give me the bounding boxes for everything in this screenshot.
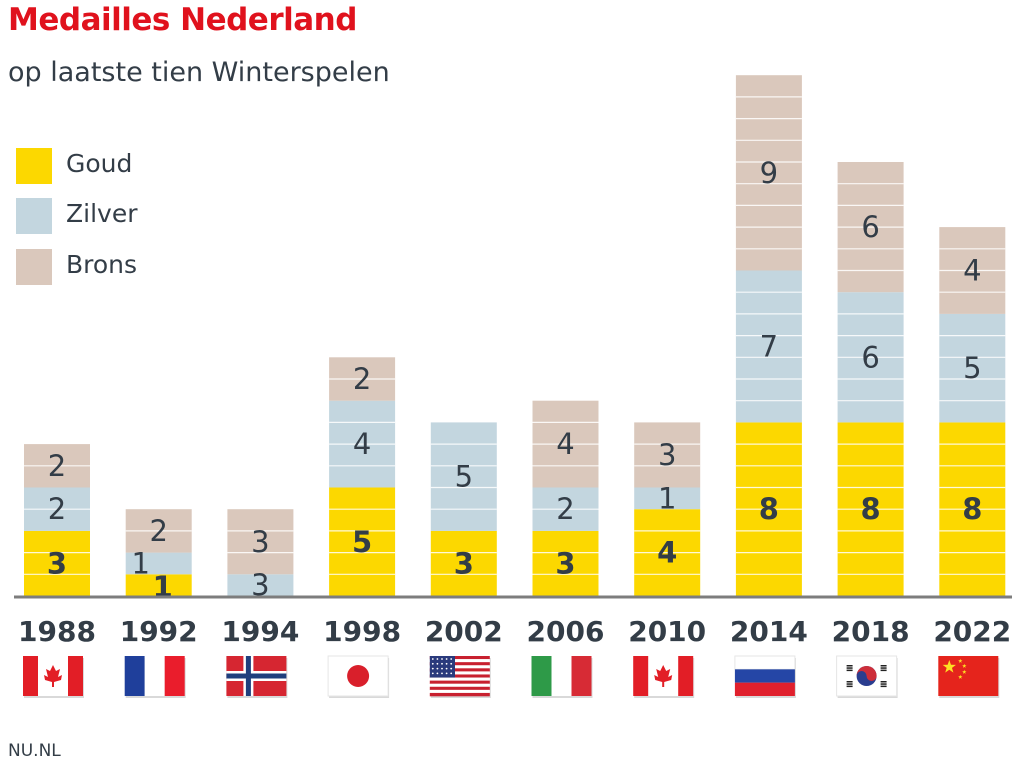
year-label-1994: 1994	[221, 615, 299, 648]
data-label-2014-brons: 9	[760, 156, 778, 190]
data-label-1988-goud: 3	[47, 546, 67, 580]
china-flag	[938, 656, 1000, 698]
data-label-1992-brons: 2	[149, 514, 167, 548]
data-label-1994-zilver: 3	[251, 568, 269, 602]
data-label-2018-brons: 6	[861, 210, 879, 244]
bar-1988-goud	[24, 530, 90, 596]
data-label-2022-brons: 4	[963, 254, 981, 288]
canada-flag	[23, 656, 84, 698]
south-korea-flag	[836, 655, 898, 698]
data-label-1998-zilver: 4	[353, 427, 371, 461]
data-label-1998-brons: 2	[353, 362, 371, 396]
chart-title: Medailles Nederland	[8, 2, 357, 38]
data-label-2022-goud: 8	[962, 492, 982, 526]
data-label-1992-zilver: 1	[131, 546, 149, 580]
data-label-2006-goud: 3	[555, 546, 575, 580]
bar-2014-brons	[735, 75, 802, 271]
bar-2010-zilver	[634, 487, 701, 510]
data-label-2018-goud: 8	[861, 492, 881, 526]
year-label-1992: 1992	[120, 615, 198, 648]
data-label-2010-zilver: 1	[658, 481, 676, 515]
year-label-2002: 2002	[425, 615, 503, 648]
norway-flag	[226, 656, 288, 698]
bar-2010-brons	[634, 422, 701, 488]
bar-1992-zilver	[125, 552, 192, 575]
bar-1994-zilver	[227, 574, 294, 596]
data-label-2022-zilver: 5	[963, 351, 981, 385]
year-label-2010: 2010	[628, 615, 706, 648]
year-label-2006: 2006	[527, 615, 605, 648]
year-label-1998: 1998	[323, 615, 401, 648]
legend-swatch-brons	[16, 249, 52, 285]
data-label-1998-goud: 5	[352, 525, 372, 559]
data-label-1988-brons: 2	[48, 449, 66, 483]
data-label-2010-brons: 3	[658, 438, 676, 472]
source-label: NU.NL	[8, 741, 61, 761]
bar-2014-zilver	[735, 270, 802, 423]
data-label-2002-zilver: 5	[455, 460, 473, 494]
data-label-1988-zilver: 2	[48, 492, 66, 526]
chart-subtitle: op laatste tien Winterspelen	[8, 57, 390, 88]
legend-swatch-zilver	[16, 198, 52, 234]
russia-flag	[734, 655, 796, 698]
bar-2002-goud	[430, 530, 497, 596]
japan-flag	[327, 655, 390, 698]
bar-1998-goud	[329, 487, 396, 596]
bar-1992-goud	[125, 574, 192, 596]
data-label-2006-zilver: 2	[556, 492, 574, 526]
legend-swatch-goud	[16, 148, 52, 184]
year-label-2014: 2014	[730, 615, 808, 648]
italy-flag	[531, 656, 593, 698]
legend-label-goud: Goud	[66, 149, 133, 178]
data-label-1994-brons: 3	[251, 525, 269, 559]
bar-2002-zilver	[430, 422, 497, 531]
usa-flag	[429, 656, 491, 698]
bar-1994-brons	[227, 509, 294, 575]
data-label-2014-goud: 8	[759, 492, 779, 526]
legend-label-brons: Brons	[66, 250, 138, 279]
data-label-2010-goud: 4	[657, 536, 677, 570]
year-label-2018: 2018	[832, 615, 910, 648]
canada-flag	[633, 656, 695, 698]
year-label-2022: 2022	[933, 615, 1011, 648]
legend-label-zilver: Zilver	[66, 199, 138, 228]
data-label-2002-goud: 3	[454, 546, 474, 580]
data-label-1992-goud: 1	[153, 570, 173, 604]
bar-2022-zilver	[939, 313, 1006, 423]
data-label-2014-zilver: 7	[760, 329, 778, 363]
bar-2006-goud	[532, 530, 599, 596]
data-label-2006-brons: 4	[556, 427, 574, 461]
legend-item-brons: Brons	[16, 249, 216, 289]
france-flag	[124, 656, 186, 698]
legend-item-zilver: Zilver	[16, 198, 216, 238]
year-label-1988: 1988	[18, 615, 96, 648]
legend-item-goud: Goud	[16, 148, 216, 188]
data-label-2018-zilver: 6	[861, 340, 879, 374]
